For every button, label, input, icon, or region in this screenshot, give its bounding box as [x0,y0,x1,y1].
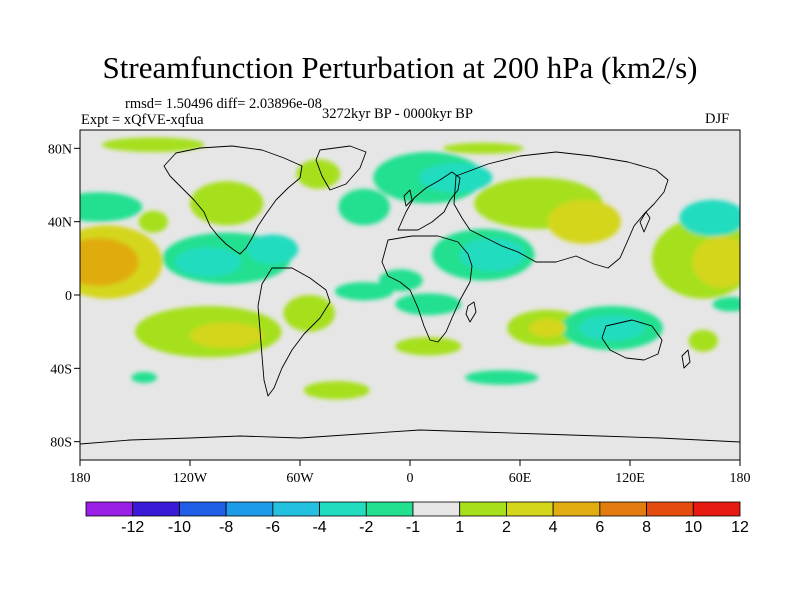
field-tropical-south-pacific [712,296,740,312]
colorbar-label-9: 4 [549,519,558,536]
field-south-atlantic [395,337,462,356]
field-east-africa [395,293,462,316]
field-north-pacific-east [138,210,168,233]
field-north-america-east [296,159,341,189]
colorbar-swatch-5 [319,501,367,517]
coastline-antarctica [80,429,740,445]
field-south-pacific-core [190,322,264,349]
field-australia-core [578,315,645,341]
colorbar-label-1: -10 [168,519,191,536]
y-tick-label-1: 40N [48,216,72,231]
field-central-pacific-south [688,329,718,352]
colorbar-label-12: 10 [684,519,702,536]
field-atlantic-subtropics [338,188,390,226]
field-arctic-siberia [443,142,524,154]
field-north-pacific-high-east [679,199,740,237]
y-axis: 80N 40N 0 40S 80S [48,142,80,451]
y-tick-label-0: 80N [48,142,72,157]
field-central-pacific-north [80,238,139,286]
x-tick-label-0: 180 [70,471,91,486]
field-tropical-atlantic [334,282,394,301]
x-tick-label-3: 0 [407,471,414,486]
x-tick-label-2: 60W [286,471,314,486]
field-tropical-americas-core [175,247,242,277]
colorbar-label-11: 8 [642,519,651,536]
field-south-atlantic-south [303,381,370,400]
field-north-pacific-high [80,192,143,222]
x-tick-label-4: 60E [509,471,532,486]
colorbar-swatch-2 [179,501,227,517]
colorbar-label-13: 12 [731,519,749,536]
colorbar-swatch-7 [412,501,461,517]
coastline-britain [403,189,413,207]
x-tick-label-5: 120E [615,471,645,486]
coastline-madagascar [465,301,477,323]
coastline-australia [601,319,663,361]
field-south-america-east [283,295,335,332]
field-arctic-pacific [102,137,205,152]
coastline-africa [381,235,473,343]
colorbar-label-2: -8 [219,519,233,536]
colorbar-swatch-6 [365,501,414,517]
colorbar-label-4: -4 [312,519,326,536]
coastline-greenland [315,145,367,191]
colorbar-label-5: -2 [359,519,373,536]
x-axis: 180 120W 60W 0 60E 120E 180 [70,460,751,486]
colorbar-swatch-12 [646,501,694,517]
stats-label: rmsd= 1.50496 diff= 2.03896e-08 [125,96,322,112]
colorbar-swatch-9 [506,501,554,517]
y-tick-label-4: 80S [50,436,72,451]
chart-title: Streamfunction Perturbation at 200 hPa (… [102,50,698,85]
field-layer [80,137,740,400]
y-tick-label-3: 40S [50,362,72,377]
field-southern-ocean-mid [465,370,539,385]
coastline-europe [397,171,461,231]
colorbar: -12 -10 -8 -6 -4 -2 -1 1 2 4 6 8 10 12 [85,501,749,536]
colorbar-swatch-13 [692,501,741,517]
colorbar-label-3: -6 [266,519,280,536]
coastline-layer [80,145,740,445]
colorbar-label-8: 2 [502,519,511,536]
coastline-new-zealand [681,349,691,369]
field-southern-ocean-west [131,372,157,383]
colorbar-swatch-0 [85,501,134,517]
field-indian-ocean-core [529,318,566,338]
colorbar-swatch-8 [459,501,507,517]
colorbar-swatch-4 [272,501,320,517]
colorbar-label-6: -1 [406,519,420,536]
period-label: 3272kyr BP - 0000kyr BP [322,106,473,122]
coastline-south-america [257,267,331,397]
colorbar-swatch-3 [225,501,274,517]
field-eurasia-core [547,199,621,244]
colorbar-label-7: 1 [455,519,464,536]
colorbar-swatch-11 [599,501,647,517]
field-caribbean [246,234,299,264]
field-west-africa [378,269,423,292]
field-west-pacific-north [692,236,740,288]
field-mideast-africa-core [459,238,526,272]
season-label: DJF [705,111,730,127]
x-tick-label-1: 120W [173,471,208,486]
field-north-america-west [190,181,264,226]
colorbar-label-0: -12 [121,519,144,536]
y-tick-label-2: 0 [65,289,72,304]
experiment-label: Expt = xQfVE-xqfua [81,112,204,128]
coastline-japan [639,211,651,233]
coastline-asia [453,151,669,269]
coastline-north-america [163,145,303,255]
x-tick-label-6: 180 [730,471,751,486]
colorbar-swatch-10 [552,501,601,517]
colorbar-label-10: 6 [595,519,604,536]
colorbar-swatch-1 [132,501,180,517]
